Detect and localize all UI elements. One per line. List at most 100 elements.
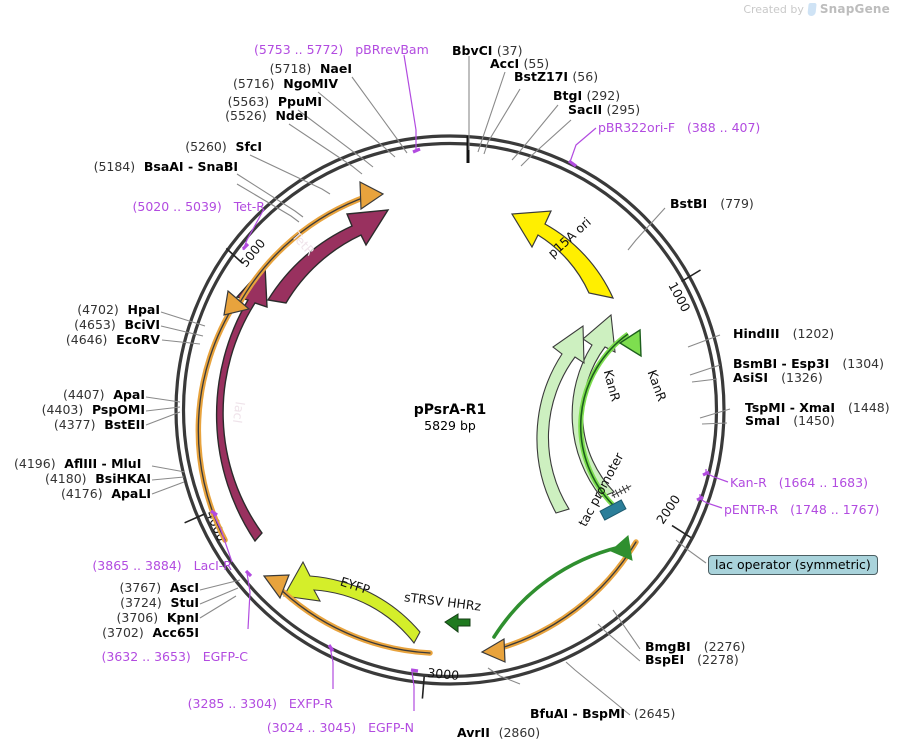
label-sfci-name: SfcI <box>235 139 262 154</box>
label-bstz17i-name: BstZ17I <box>514 69 569 84</box>
label-pbr322ori-f-pos: (388 .. 407) <box>686 120 761 135</box>
label-apai[interactable]: (4407) ApaI <box>63 388 145 402</box>
feature-strsv-hhrz[interactable] <box>444 613 471 634</box>
label-avrii[interactable]: AvrII (2860) <box>457 726 540 740</box>
label-avrii-pos: (2860) <box>498 725 541 740</box>
label-bbvci-name: BbvCI <box>452 43 493 58</box>
label-tet-r[interactable]: (5020 .. 5039) Tet-R <box>132 200 265 214</box>
label-afliii-pos: (4196) <box>14 456 56 471</box>
label-exfp-r[interactable]: (3285 .. 3304) EXFP-R <box>188 697 333 711</box>
label-bmgbi[interactable]: BmgBI (2276) <box>645 640 745 654</box>
label-smai[interactable]: SmaI (1450) <box>745 414 835 428</box>
label-pbr322ori-f[interactable]: pBR322ori-F (388 .. 407) <box>598 121 760 135</box>
label-tspmi-xmai[interactable]: TspMI - XmaI (1448) <box>745 401 890 415</box>
label-acc65i[interactable]: (3702) Acc65I <box>102 626 199 640</box>
label-bcivi[interactable]: (4653) BciVI <box>74 318 160 332</box>
label-bspei-pos: (2278) <box>697 652 739 667</box>
primer-arcs <box>195 180 639 663</box>
label-pbrrevbam[interactable]: (5753 .. 5772) pBRrevBam <box>254 43 429 57</box>
label-ppumi[interactable]: (5563) PpuMI <box>228 95 322 109</box>
label-asci[interactable]: (3767) AscI <box>120 581 199 595</box>
label-asci-pos: (3767) <box>119 580 162 595</box>
lac-operator-callout[interactable]: lac operator (symmetric) <box>708 555 878 575</box>
label-apai-name: ApaI <box>113 387 145 402</box>
label-bsaai-name: BsaAI - SnaBI <box>143 159 238 174</box>
label-acci[interactable]: AccI (55) <box>490 57 549 71</box>
watermark-prefix: Created by <box>743 2 804 16</box>
label-bcivi-name: BciVI <box>124 317 160 332</box>
feature-tetr[interactable] <box>266 209 390 304</box>
feature-tac-promoter[interactable] <box>599 482 633 521</box>
label-avrii-name: AvrII <box>457 725 490 740</box>
feature-kanr-promoter-arc[interactable] <box>578 328 642 507</box>
snapgene-watermark: Created by SnapGene <box>743 2 890 16</box>
label-tet-r-pos: (5020 .. 5039) <box>132 199 222 214</box>
ruler-label-2000: 2000 <box>653 492 683 527</box>
label-bsmbi-esp3i[interactable]: BsmBI - Esp3I (1304) <box>733 357 884 371</box>
label-bsteii[interactable]: (4377) BstEII <box>54 418 145 432</box>
label-ngomiv[interactable]: (5716) NgoMIV <box>233 77 338 91</box>
label-naei-name: NaeI <box>319 61 352 76</box>
label-kan-r[interactable]: Kan-R (1664 .. 1683) <box>730 476 868 490</box>
label-pspomi-pos: (4403) <box>41 402 84 417</box>
label-hindiii[interactable]: HindIII (1202) <box>733 327 834 341</box>
label-sfci[interactable]: (5260) SfcI <box>185 140 262 154</box>
label-bcivi-pos: (4653) <box>74 317 116 332</box>
label-ndei-name: NdeI <box>275 108 308 123</box>
label-tspmi-pos: (1448) <box>848 400 890 415</box>
label-afliii-mlui[interactable]: (4196) AflIII - MluI <box>14 457 141 471</box>
label-apai-pos: (4407) <box>62 387 105 402</box>
label-laci-r[interactable]: (3865 .. 3884) LacI-R <box>92 559 232 573</box>
label-ppumi-pos: (5563) <box>227 94 270 109</box>
label-btgi-pos: (292) <box>586 88 621 103</box>
label-acc65i-pos: (3702) <box>102 625 144 640</box>
label-sfci-pos: (5260) <box>185 139 227 154</box>
label-kpni[interactable]: (3706) KpnI <box>117 611 199 625</box>
label-btgi[interactable]: BtgI (292) <box>553 89 620 103</box>
label-ngomiv-name: NgoMIV <box>283 76 338 91</box>
label-apali[interactable]: (4176) ApaLI <box>61 487 151 501</box>
label-pentr-r[interactable]: pENTR-R (1748 .. 1767) <box>724 503 879 517</box>
label-egfp-n[interactable]: (3024 .. 3045) EGFP-N <box>267 721 414 735</box>
label-sacii[interactable]: SacII (295) <box>568 103 640 117</box>
label-ecorv-name: EcoRV <box>116 332 160 347</box>
label-bbvci[interactable]: BbvCI (37) <box>452 44 522 58</box>
label-exfp-r-name: EXFP-R <box>288 696 333 711</box>
label-naei[interactable]: (5718) NaeI <box>270 62 352 76</box>
feature-kanr-inner[interactable] <box>536 324 585 514</box>
label-bsaai-snabi[interactable]: (5184) BsaAI - SnaBI <box>94 160 238 174</box>
label-hpai-name: HpaI <box>127 302 161 317</box>
label-afliii-name: AflIII - MluI <box>64 456 142 471</box>
label-bspei[interactable]: BspEI (2278) <box>645 653 739 667</box>
label-bmgbi-pos: (2276) <box>703 639 746 654</box>
label-bsteii-name: BstEII <box>104 417 145 432</box>
label-pspomi[interactable]: (4403) PspOMI <box>42 403 145 417</box>
label-smai-pos: (1450) <box>793 413 835 428</box>
label-bmgbi-name: BmgBI <box>645 639 691 654</box>
feature-label-laci: lacI <box>229 400 248 425</box>
label-ppumi-name: PpuMI <box>277 94 322 109</box>
label-kpni-name: KpnI <box>166 610 199 625</box>
label-ecorv[interactable]: (4646) EcoRV <box>66 333 160 347</box>
label-bfuai-pos: (2645) <box>633 706 676 721</box>
label-bstz17i[interactable]: BstZ17I (56) <box>514 70 598 84</box>
label-bsihkai[interactable]: (4180) BsiHKAI <box>45 472 151 486</box>
label-bstbi[interactable]: BstBI (779) <box>670 197 754 211</box>
label-asisi[interactable]: AsiSI (1326) <box>733 371 823 385</box>
feature-p15a-ori[interactable] <box>0 0 615 299</box>
leader-lines-feature <box>212 54 729 711</box>
label-kan-r-name: Kan-R <box>730 475 767 490</box>
label-egfp-n-pos: (3024 .. 3045) <box>266 720 357 735</box>
label-ndei[interactable]: (5526) NdeI <box>225 109 308 123</box>
label-stui[interactable]: (3724) StuI <box>120 596 199 610</box>
feature-eyfp[interactable] <box>283 560 421 644</box>
label-egfp-c[interactable]: (3632 .. 3653) EGFP-C <box>102 650 248 664</box>
label-bfuai-bspmi[interactable]: BfuAI - BspMI (2645) <box>530 707 675 721</box>
label-hpai[interactable]: (4702) HpaI <box>77 303 160 317</box>
label-bbvci-pos: (37) <box>496 43 523 58</box>
label-egfp-c-name: EGFP-C <box>202 649 248 664</box>
label-pentr-r-pos: (1748 .. 1767) <box>790 502 880 517</box>
label-pbrrevbam-name: pBRrevBam <box>355 42 429 57</box>
page-title: pPsrA-R1 <box>413 402 487 418</box>
